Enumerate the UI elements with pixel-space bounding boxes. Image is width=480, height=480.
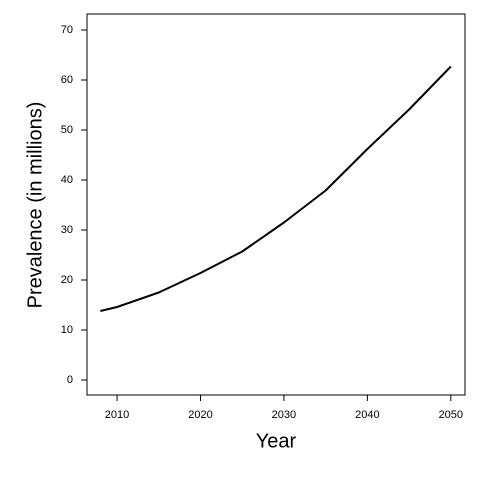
- x-axis-title: Year: [256, 430, 297, 452]
- y-tick-label: 0: [67, 374, 73, 386]
- x-tick-label: 2050: [439, 409, 463, 421]
- y-tick-label: 40: [61, 174, 73, 186]
- y-axis-title: Prevalence (in millions): [24, 102, 46, 309]
- y-tick-label: 20: [61, 274, 73, 286]
- plot-frame: [86, 13, 466, 396]
- x-tick-label: 2030: [272, 409, 296, 421]
- x-tick-label: 2040: [355, 409, 379, 421]
- x-tick-label: 2010: [105, 409, 129, 421]
- y-tick-label: 30: [61, 224, 73, 236]
- data-line: [100, 65, 452, 312]
- y-tick-label: 70: [61, 24, 73, 36]
- x-tick-label: 2020: [188, 409, 212, 421]
- y-tick-label: 10: [61, 324, 73, 336]
- y-tick-label: 50: [61, 124, 73, 136]
- y-tick-label: 60: [61, 74, 73, 86]
